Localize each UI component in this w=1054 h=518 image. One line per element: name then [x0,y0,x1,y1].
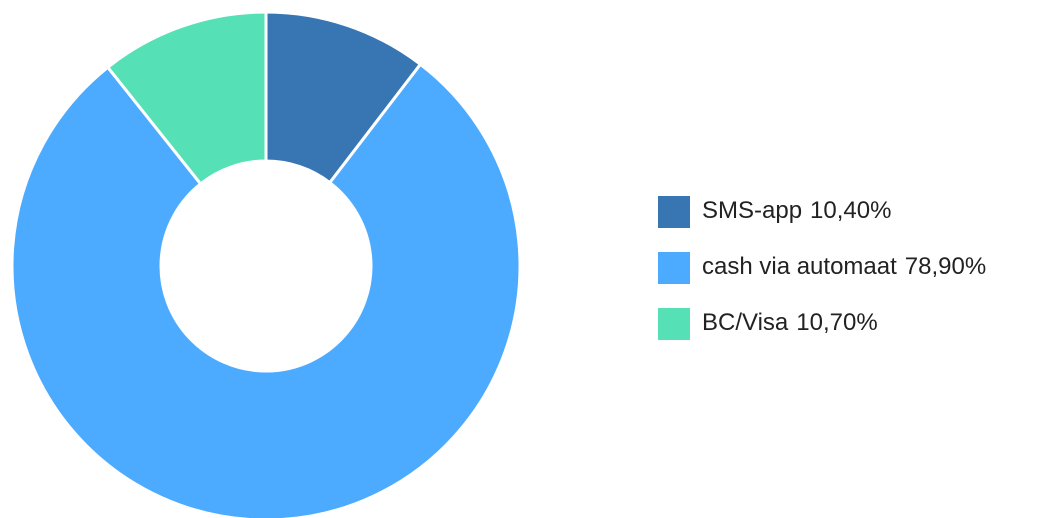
legend-name: BC/Visa [702,309,789,336]
donut-slice [10,62,522,518]
legend-label: SMS-app 10,40% [702,197,891,224]
legend-value: 10,70% [796,309,877,336]
legend-swatch [658,252,690,284]
legend-swatch [658,196,690,228]
legend-name: SMS-app [702,197,802,224]
legend-value: 10,40% [810,197,891,224]
legend-swatch [658,308,690,340]
legend-name: cash via automaat [702,253,897,280]
legend-label: cash via automaat 78,90% [702,253,986,280]
donut-slice [105,10,268,186]
legend-value: 78,90% [905,253,986,280]
legend-label: BC/Visa 10,70% [702,309,878,336]
